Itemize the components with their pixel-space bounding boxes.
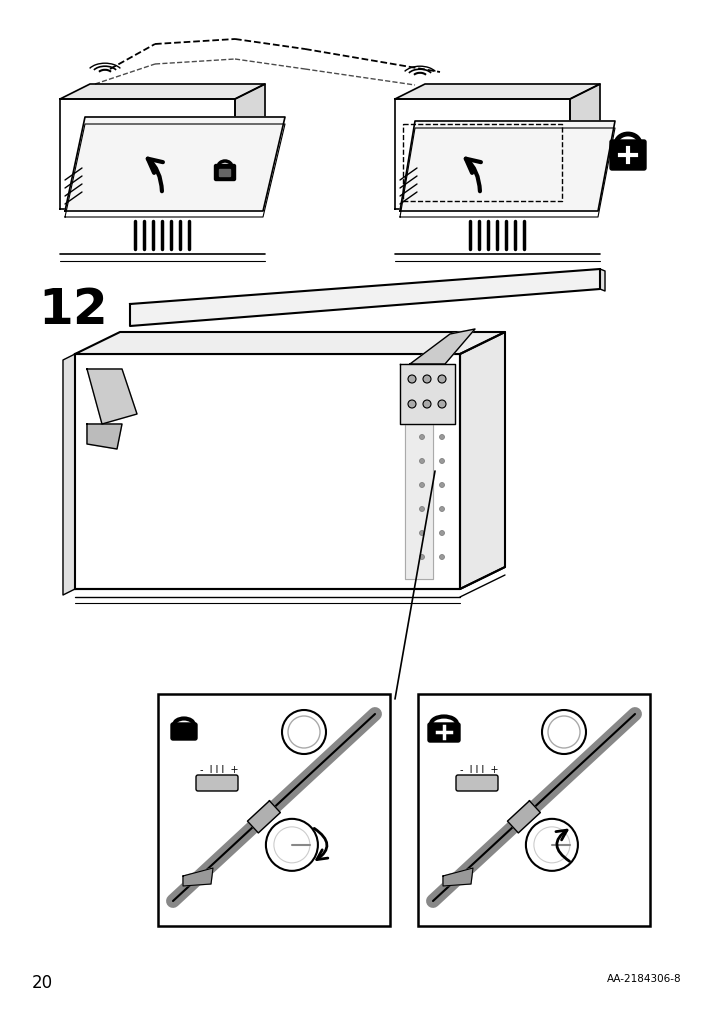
FancyBboxPatch shape bbox=[610, 141, 646, 171]
Text: -  l l l  +: - l l l + bbox=[200, 764, 238, 774]
Polygon shape bbox=[570, 85, 600, 210]
Circle shape bbox=[420, 531, 425, 536]
Polygon shape bbox=[600, 270, 605, 292]
Circle shape bbox=[282, 711, 326, 754]
Polygon shape bbox=[87, 370, 137, 425]
Circle shape bbox=[438, 400, 446, 408]
Polygon shape bbox=[63, 355, 75, 595]
Circle shape bbox=[420, 435, 425, 440]
Circle shape bbox=[423, 400, 431, 408]
Circle shape bbox=[440, 483, 445, 488]
Circle shape bbox=[440, 435, 445, 440]
Circle shape bbox=[420, 555, 425, 560]
Text: 12: 12 bbox=[38, 286, 108, 334]
Polygon shape bbox=[400, 365, 455, 425]
Circle shape bbox=[423, 376, 431, 383]
Circle shape bbox=[526, 819, 578, 871]
Circle shape bbox=[440, 387, 445, 392]
Circle shape bbox=[438, 376, 446, 383]
Circle shape bbox=[440, 531, 445, 536]
Circle shape bbox=[408, 400, 416, 408]
Polygon shape bbox=[460, 333, 505, 589]
FancyBboxPatch shape bbox=[196, 775, 238, 792]
Bar bbox=[158, 695, 390, 926]
Polygon shape bbox=[183, 868, 213, 886]
FancyBboxPatch shape bbox=[171, 723, 197, 740]
FancyBboxPatch shape bbox=[219, 170, 231, 177]
Polygon shape bbox=[405, 365, 433, 579]
Polygon shape bbox=[65, 118, 285, 211]
Polygon shape bbox=[60, 85, 265, 100]
Circle shape bbox=[440, 459, 445, 464]
Polygon shape bbox=[75, 333, 505, 355]
FancyBboxPatch shape bbox=[456, 775, 498, 792]
Circle shape bbox=[420, 507, 425, 512]
Circle shape bbox=[408, 376, 416, 383]
FancyBboxPatch shape bbox=[428, 723, 460, 742]
Polygon shape bbox=[410, 330, 475, 365]
Polygon shape bbox=[395, 85, 600, 100]
Polygon shape bbox=[75, 355, 460, 589]
Circle shape bbox=[266, 819, 318, 871]
FancyBboxPatch shape bbox=[214, 166, 236, 181]
Circle shape bbox=[420, 387, 425, 392]
Circle shape bbox=[288, 716, 320, 748]
Circle shape bbox=[420, 411, 425, 417]
Polygon shape bbox=[395, 100, 570, 210]
Bar bbox=[418, 695, 650, 926]
Text: AA-2184306-8: AA-2184306-8 bbox=[608, 973, 682, 983]
Polygon shape bbox=[87, 425, 122, 450]
Text: 20: 20 bbox=[32, 973, 53, 991]
Polygon shape bbox=[443, 868, 473, 886]
Text: -  l l l  +: - l l l + bbox=[460, 764, 498, 774]
Circle shape bbox=[440, 555, 445, 560]
Polygon shape bbox=[508, 801, 540, 833]
Circle shape bbox=[534, 827, 570, 863]
Polygon shape bbox=[235, 85, 265, 210]
Polygon shape bbox=[400, 122, 615, 211]
Circle shape bbox=[420, 483, 425, 488]
Polygon shape bbox=[60, 100, 235, 210]
Circle shape bbox=[548, 716, 580, 748]
Circle shape bbox=[274, 827, 310, 863]
Circle shape bbox=[542, 711, 586, 754]
Polygon shape bbox=[130, 270, 600, 327]
Circle shape bbox=[440, 507, 445, 512]
Polygon shape bbox=[248, 801, 281, 833]
Circle shape bbox=[420, 459, 425, 464]
Circle shape bbox=[440, 411, 445, 417]
